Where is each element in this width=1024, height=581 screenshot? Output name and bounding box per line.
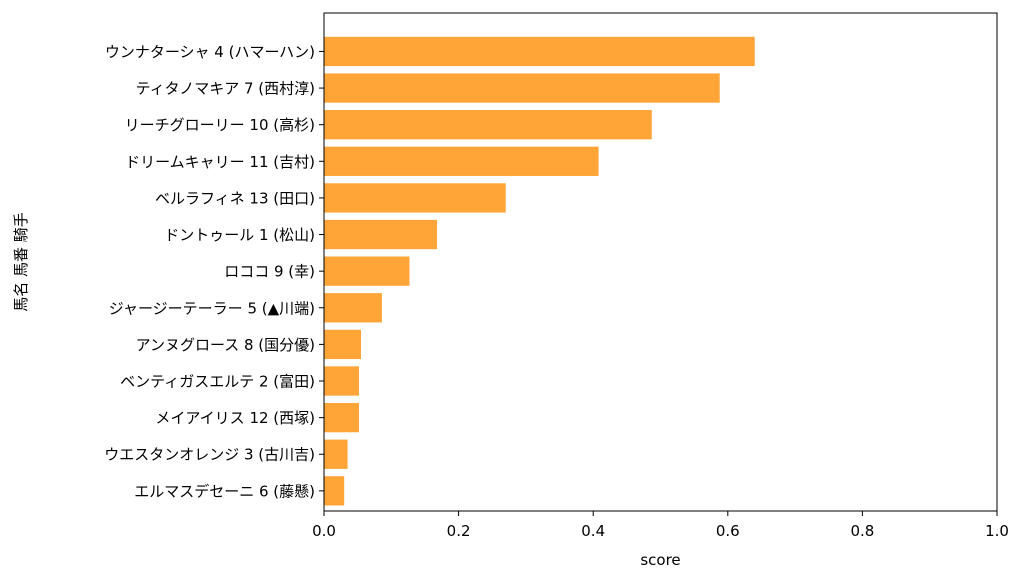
- y-tick-label: ジャージーテーラー 5 (▲川端): [109, 299, 315, 317]
- x-axis: 0.0 0.2 0.4 0.6 0.8 1.0: [312, 511, 1009, 540]
- y-tick-label: ドリームキャリー 11 (吉村): [125, 153, 315, 171]
- plot-frame: [323, 12, 998, 512]
- y-tick-label: ロココ 9 (幸): [224, 263, 315, 281]
- x-tick-label: 0.2: [447, 522, 471, 540]
- bar: [324, 476, 345, 506]
- bar: [324, 256, 410, 286]
- y-axis: ウンナターシャ 4 (ハマーハン) ティタノマキア 7 (西村淳) リーチグローリー…: [104, 43, 324, 500]
- bar: [324, 146, 599, 176]
- bar: [324, 366, 359, 396]
- y-tick-label: リーチグローリー 10 (高杉): [125, 116, 315, 134]
- bar: [324, 329, 362, 360]
- y-tick-label: ウンナターシャ 4 (ハマーハン): [105, 43, 315, 61]
- y-axis-label: 馬名 馬番 騎手: [12, 212, 30, 312]
- y-tick-label: ティタノマキア 7 (西村淳): [136, 80, 315, 98]
- bar: [324, 183, 506, 213]
- y-tick-label: アンヌグロース 8 (国分優): [136, 336, 315, 354]
- y-tick-label: ベンティガスエルテ 2 (富田): [120, 373, 315, 391]
- x-axis-label: score: [640, 551, 680, 569]
- bars-group: [324, 36, 755, 506]
- x-tick-label: 0.8: [850, 522, 874, 540]
- bar: [324, 73, 720, 103]
- y-tick-label: メイアイリス 12 (西塚): [155, 409, 315, 427]
- y-tick-label: ベルラフィネ 13 (田口): [155, 189, 315, 207]
- bar: [324, 293, 382, 323]
- y-tick-label: ドントゥール 1 (松山): [164, 226, 315, 244]
- bar: [324, 439, 348, 469]
- bar: [324, 219, 438, 250]
- y-tick-label: ウエスタンオレンジ 3 (古川吉): [104, 446, 315, 464]
- x-tick-label: 0.4: [581, 522, 605, 540]
- bar: [324, 36, 755, 67]
- bar: [324, 110, 652, 140]
- x-tick-label: 0.0: [312, 522, 336, 540]
- x-tick-label: 1.0: [985, 522, 1009, 540]
- x-tick-label: 0.6: [716, 522, 740, 540]
- y-tick-label: エルマスデセーニ 6 (藤懸): [134, 482, 315, 500]
- bar: [324, 402, 359, 433]
